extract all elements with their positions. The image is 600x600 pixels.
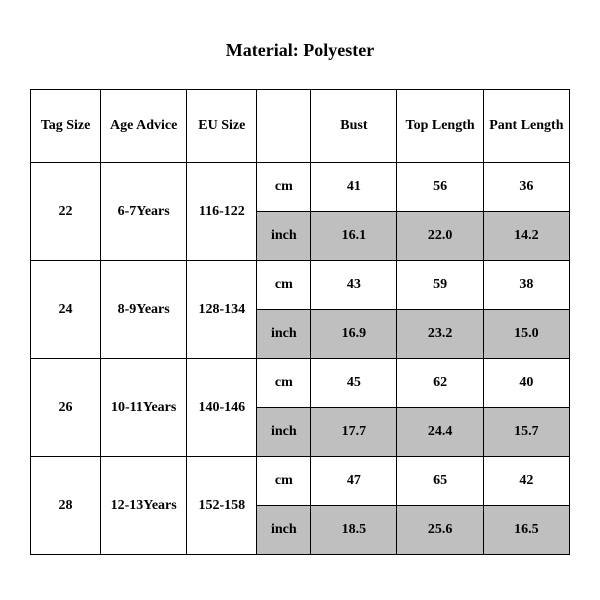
cell-unit-inch: inch [257, 408, 311, 457]
column-header: Top Length [397, 90, 483, 163]
cell-unit-inch: inch [257, 212, 311, 261]
cell-bust-cm: 43 [311, 261, 397, 310]
cell-pant_length-inch: 16.5 [483, 506, 569, 555]
cell-top_length-cm: 59 [397, 261, 483, 310]
cell-unit-cm: cm [257, 261, 311, 310]
cell-bust-cm: 41 [311, 163, 397, 212]
column-header: Pant Length [483, 90, 569, 163]
cell-eu-size: 116-122 [187, 163, 257, 261]
cell-bust-inch: 16.9 [311, 310, 397, 359]
cell-pant_length-inch: 14.2 [483, 212, 569, 261]
column-header: Tag Size [31, 90, 101, 163]
cell-unit-inch: inch [257, 506, 311, 555]
table-header-row: Tag SizeAge AdviceEU Size BustTop LengthP… [31, 90, 570, 163]
cell-bust-inch: 18.5 [311, 506, 397, 555]
cell-top_length-cm: 56 [397, 163, 483, 212]
size-chart-table: Tag SizeAge AdviceEU Size BustTop LengthP… [30, 89, 570, 555]
column-header [257, 90, 311, 163]
cell-pant_length-cm: 42 [483, 457, 569, 506]
cell-top_length-cm: 65 [397, 457, 483, 506]
cell-age-advice: 10-11Years [101, 359, 187, 457]
cell-age-advice: 8-9Years [101, 261, 187, 359]
cell-eu-size: 152-158 [187, 457, 257, 555]
cell-unit-inch: inch [257, 310, 311, 359]
cell-pant_length-cm: 40 [483, 359, 569, 408]
cell-tag-size: 22 [31, 163, 101, 261]
table-row: 2610-11Years140-146cm456240 [31, 359, 570, 408]
table-row: 226-7Years116-122cm415636 [31, 163, 570, 212]
cell-pant_length-inch: 15.0 [483, 310, 569, 359]
cell-unit-cm: cm [257, 359, 311, 408]
cell-eu-size: 128-134 [187, 261, 257, 359]
cell-bust-inch: 16.1 [311, 212, 397, 261]
cell-unit-cm: cm [257, 163, 311, 212]
cell-pant_length-cm: 36 [483, 163, 569, 212]
column-header: Age Advice [101, 90, 187, 163]
column-header: Bust [311, 90, 397, 163]
cell-age-advice: 12-13Years [101, 457, 187, 555]
cell-pant_length-cm: 38 [483, 261, 569, 310]
table-row: 2812-13Years152-158cm476542 [31, 457, 570, 506]
cell-top_length-inch: 24.4 [397, 408, 483, 457]
cell-tag-size: 26 [31, 359, 101, 457]
cell-unit-cm: cm [257, 457, 311, 506]
cell-pant_length-inch: 15.7 [483, 408, 569, 457]
cell-top_length-inch: 23.2 [397, 310, 483, 359]
cell-age-advice: 6-7Years [101, 163, 187, 261]
cell-eu-size: 140-146 [187, 359, 257, 457]
cell-bust-inch: 17.7 [311, 408, 397, 457]
cell-tag-size: 24 [31, 261, 101, 359]
cell-bust-cm: 47 [311, 457, 397, 506]
cell-bust-cm: 45 [311, 359, 397, 408]
column-header: EU Size [187, 90, 257, 163]
cell-top_length-cm: 62 [397, 359, 483, 408]
cell-top_length-inch: 22.0 [397, 212, 483, 261]
cell-tag-size: 28 [31, 457, 101, 555]
table-row: 248-9Years128-134cm435938 [31, 261, 570, 310]
page-title: Material: Polyester [30, 40, 570, 61]
cell-top_length-inch: 25.6 [397, 506, 483, 555]
